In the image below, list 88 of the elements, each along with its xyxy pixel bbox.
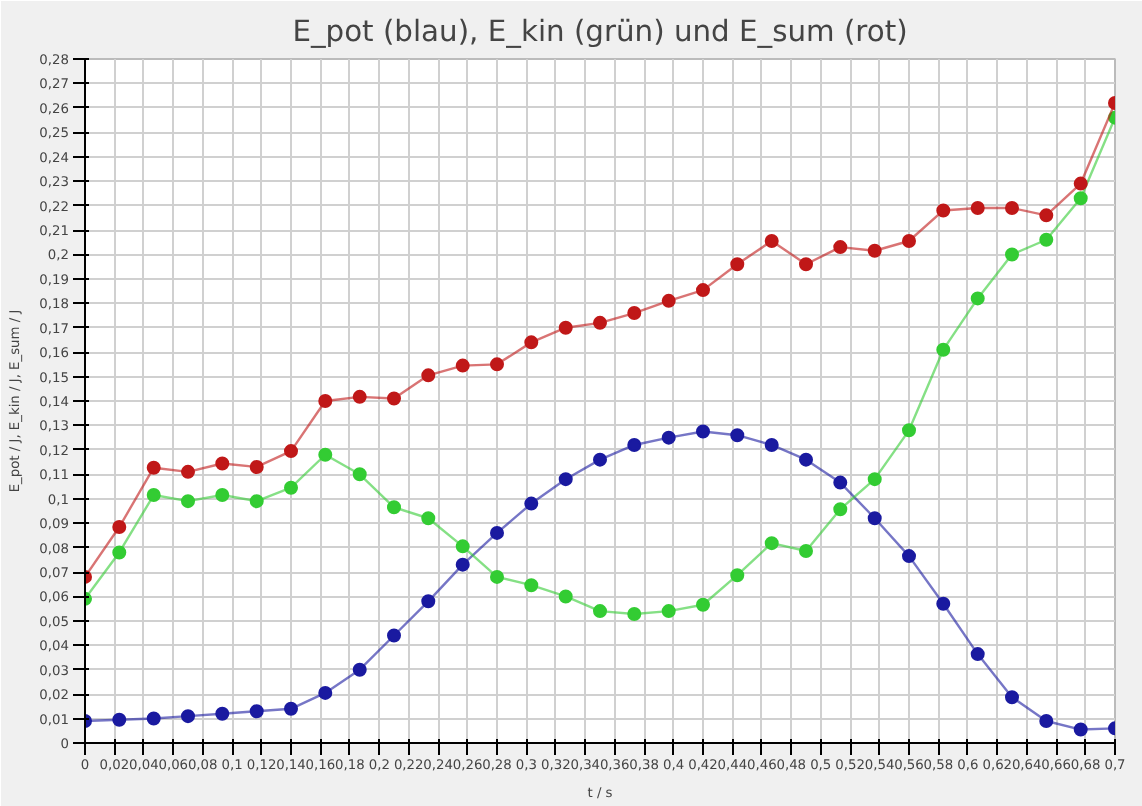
point [902, 549, 916, 564]
point [627, 437, 642, 452]
point [146, 711, 161, 726]
point [352, 662, 367, 677]
point [627, 607, 642, 622]
point [318, 394, 333, 408]
point [146, 488, 161, 503]
point [1005, 201, 1019, 215]
point [558, 320, 573, 335]
point [558, 472, 573, 487]
point [661, 604, 676, 619]
point [112, 712, 127, 727]
point [593, 452, 607, 467]
point [421, 594, 436, 609]
point [661, 293, 676, 308]
point [112, 545, 127, 560]
point [146, 460, 161, 475]
point [593, 604, 607, 619]
point [833, 502, 848, 517]
point [215, 488, 230, 503]
point [1039, 208, 1054, 223]
point [490, 569, 504, 584]
point [318, 685, 333, 700]
point [970, 647, 985, 662]
point [936, 203, 951, 218]
point [902, 423, 916, 438]
point [1005, 690, 1019, 705]
point [867, 472, 882, 487]
point [352, 389, 367, 404]
point [421, 511, 436, 526]
point [112, 520, 127, 535]
point [970, 291, 985, 306]
point [215, 456, 230, 471]
point [1073, 722, 1088, 737]
point [318, 447, 333, 462]
point [696, 424, 710, 439]
point [284, 701, 298, 716]
point [593, 315, 607, 330]
point [730, 257, 745, 272]
point [524, 335, 539, 350]
chart-title: E_pot (blau), E_kin (grün) und E_sum (rot) [292, 15, 908, 49]
point [833, 475, 848, 490]
point [936, 342, 951, 357]
point [799, 544, 813, 558]
point [1039, 714, 1054, 728]
point [181, 494, 195, 509]
point [455, 358, 470, 373]
point [696, 597, 710, 612]
point [936, 596, 951, 611]
point [524, 496, 539, 511]
point [490, 357, 504, 372]
point [181, 709, 195, 724]
point [764, 536, 779, 551]
point [387, 500, 401, 515]
point [249, 459, 264, 474]
point [284, 444, 298, 459]
point [352, 467, 367, 482]
point [1073, 176, 1088, 191]
point [387, 391, 401, 406]
point [764, 437, 779, 452]
point [696, 283, 710, 298]
point [799, 257, 813, 272]
point [867, 511, 882, 526]
point [421, 368, 436, 383]
point [1039, 232, 1054, 247]
point [799, 452, 813, 467]
point [524, 578, 539, 593]
point [627, 306, 642, 321]
point [455, 539, 470, 554]
point [558, 589, 573, 604]
point [764, 234, 779, 248]
point [730, 568, 745, 583]
point [867, 243, 882, 258]
point [1005, 247, 1019, 262]
point [902, 234, 916, 248]
point [249, 494, 264, 509]
point [661, 430, 676, 445]
point [284, 480, 298, 495]
point [490, 525, 504, 540]
point [970, 201, 985, 215]
point [249, 704, 264, 719]
point [181, 464, 195, 479]
point [1073, 191, 1088, 206]
point [455, 557, 470, 572]
point [730, 428, 745, 443]
point [387, 628, 401, 643]
point [833, 240, 848, 255]
point [215, 706, 230, 721]
